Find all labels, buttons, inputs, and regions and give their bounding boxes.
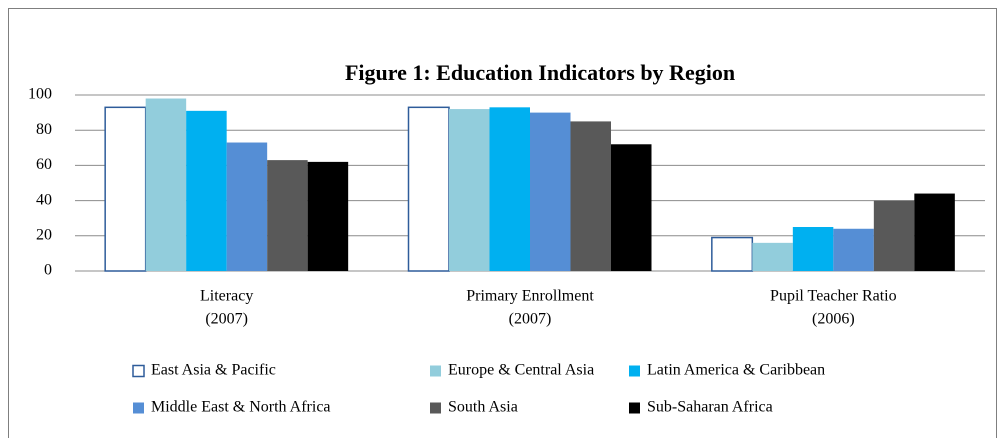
y-tick-label: 0 (44, 262, 52, 279)
legend-swatch (132, 364, 145, 378)
bar (530, 112, 571, 271)
x-tick-label: (2006) (812, 311, 855, 328)
chart-title: Figure 1: Education Indicators by Region (345, 60, 735, 85)
bar (570, 121, 611, 272)
bar (914, 193, 955, 271)
y-tick-label: 20 (36, 226, 52, 243)
legend-label: Sub-Saharan Africa (647, 399, 773, 416)
bar (711, 236, 754, 272)
legend-label: South Asia (448, 399, 518, 416)
x-tick-label: Literacy (200, 288, 253, 305)
y-tick-label: 100 (28, 86, 52, 103)
legend-swatch (430, 402, 441, 414)
y-tick-label: 80 (36, 121, 52, 138)
bar (145, 98, 187, 272)
bar (267, 160, 308, 271)
bar (489, 107, 530, 271)
x-tick-label: Primary Enrollment (466, 288, 594, 305)
bar (873, 200, 915, 271)
bar (611, 144, 652, 271)
x-tick-label: Pupil Teacher Ratio (770, 288, 897, 305)
x-tick-label: (2007) (205, 311, 248, 328)
legend-label: Europe & Central Asia (448, 362, 594, 379)
legend-swatch (430, 365, 441, 377)
bar (833, 228, 874, 271)
y-tick-label: 40 (36, 191, 52, 208)
legend-swatch (629, 365, 640, 377)
bar (104, 106, 147, 272)
y-tick-label: 60 (36, 156, 52, 173)
legend-label: East Asia & Pacific (151, 362, 276, 379)
bar (752, 242, 793, 271)
bar (792, 227, 834, 271)
legend-swatch (133, 402, 144, 414)
bar (449, 109, 490, 271)
bar (307, 161, 349, 271)
legend-swatch (629, 402, 640, 414)
bar (226, 142, 268, 271)
legend-label: Middle East & North Africa (151, 399, 331, 416)
legend-label: Latin America & Caribbean (647, 362, 825, 379)
x-tick-label: (2007) (509, 311, 552, 328)
bar (186, 110, 227, 271)
bar (407, 106, 450, 272)
